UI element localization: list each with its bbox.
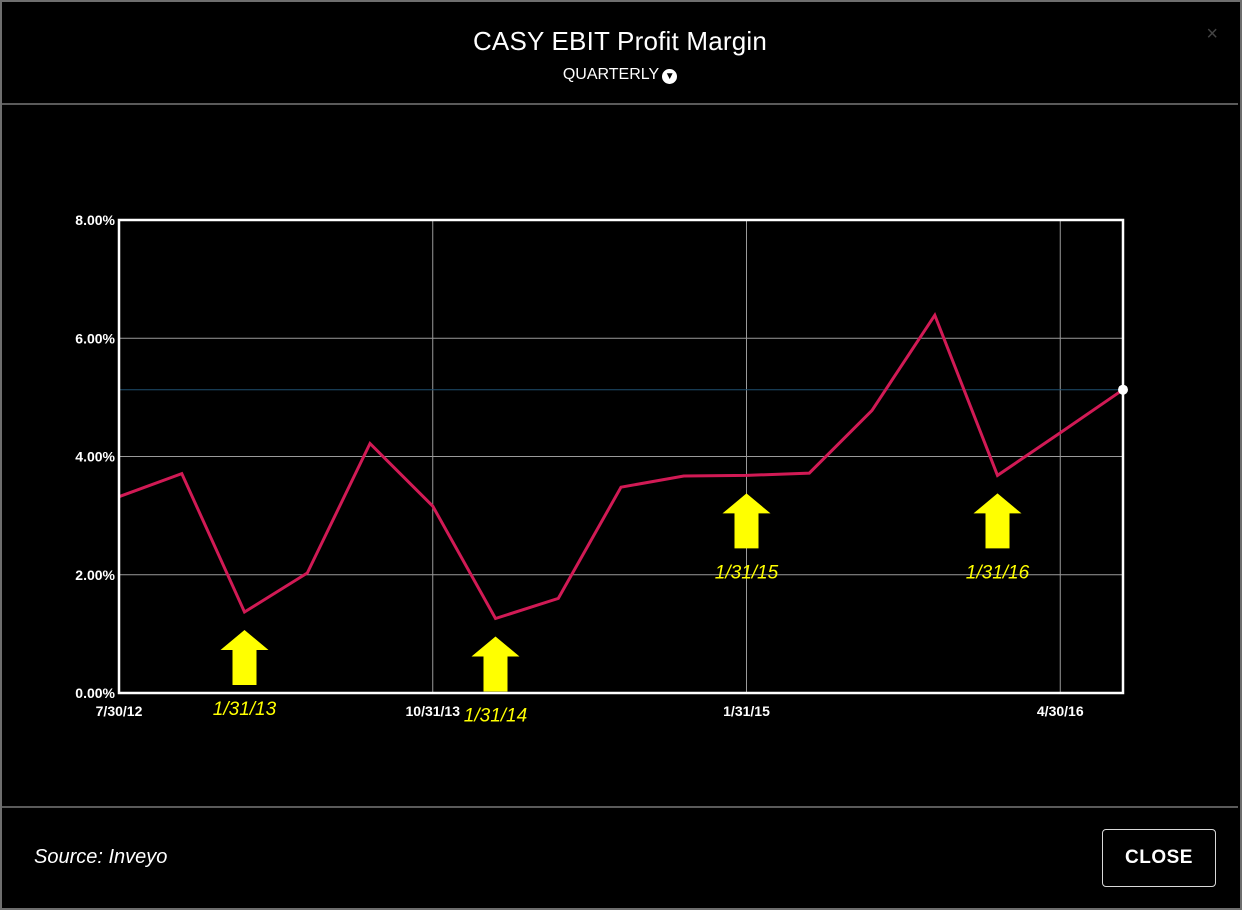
data-point: [1058, 431, 1062, 435]
annotation-arrow-icon: [220, 629, 269, 685]
x-tick-label: 1/31/15: [723, 703, 770, 719]
source-text: Source: Inveyo: [34, 846, 168, 868]
chart-area: 0.00% 2.00% 4.00% 6.00% 8.00% 7/30/12 10/31/13…: [0, 105, 1242, 805]
period-dropdown[interactable]: QUARTERLY ▼: [2, 66, 1238, 84]
annotation-label: 1/31/15: [715, 562, 779, 583]
data-point: [431, 504, 435, 508]
plot-border: [117, 218, 1125, 695]
data-point: [556, 596, 560, 600]
close-x-icon[interactable]: ×: [1206, 23, 1218, 45]
annotation-arrow-icon: [722, 493, 771, 549]
x-tick-label: 4/30/16: [1037, 703, 1084, 719]
data-point: [368, 441, 372, 445]
close-button[interactable]: CLOSE: [1102, 829, 1216, 887]
data-point: [745, 473, 749, 477]
x-tick-label: 7/30/12: [96, 703, 143, 719]
data-point: [807, 471, 811, 475]
y-tick-label: 6.00%: [75, 330, 115, 346]
x-tick-label: 10/31/13: [406, 703, 461, 719]
annotation-label: 1/31/14: [464, 706, 527, 727]
annotation-label: 1/31/16: [966, 562, 1030, 583]
data-point: [243, 610, 247, 614]
y-tick-label: 8.00%: [75, 212, 115, 228]
y-tick-label: 0.00%: [75, 685, 115, 701]
y-tick-label: 4.00%: [75, 449, 115, 465]
modal-footer: Source: Inveyo CLOSE: [2, 806, 1238, 908]
data-point: [933, 313, 937, 317]
chevron-down-icon: ▼: [662, 69, 678, 84]
y-tick-label: 2.00%: [75, 567, 115, 583]
line-chart: 0.00% 2.00% 4.00% 6.00% 8.00% 7/30/12 10/31/13…: [75, 212, 1128, 727]
data-point: [870, 408, 874, 412]
annotation-label: 1/31/13: [213, 699, 277, 720]
data-point: [494, 617, 498, 621]
data-point: [305, 571, 309, 575]
series-line: [118, 311, 1124, 621]
data-point: [180, 472, 184, 476]
data-point: [682, 474, 686, 478]
modal-header: CASY EBIT Profit Margin QUARTERLY ▼ ×: [2, 2, 1238, 105]
period-label: QUARTERLY: [562, 66, 660, 83]
annotation-arrow-icon: [471, 636, 520, 692]
data-point: [619, 485, 623, 489]
data-point: [996, 473, 1000, 477]
annotation-arrow-icon: [973, 493, 1022, 549]
chart-title: CASY EBIT Profit Margin: [472, 26, 768, 56]
